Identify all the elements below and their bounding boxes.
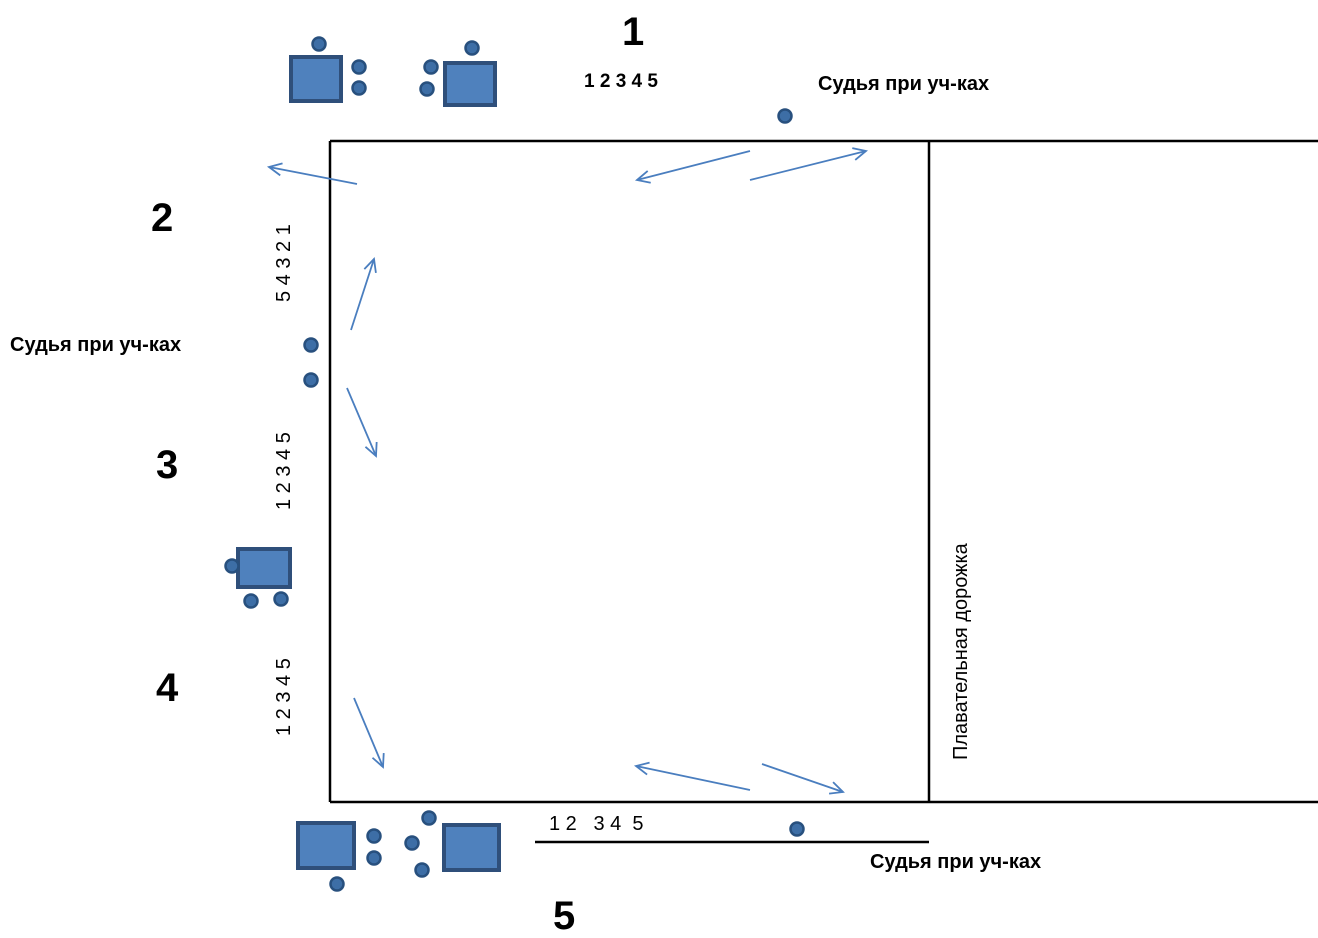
arrow-icon (346, 387, 378, 458)
judge-table-icon (442, 823, 501, 872)
zone-label-2: 2 (151, 196, 174, 240)
person-icon (423, 59, 439, 75)
judge-label-top: Судья при уч-ках (818, 73, 990, 95)
person-icon (303, 372, 319, 388)
arrow-shaft (350, 258, 375, 331)
arrow-head (266, 162, 283, 177)
persons (224, 36, 805, 892)
judge-table-icon (289, 55, 343, 103)
person-icon (414, 862, 430, 878)
lane-numbers-left-lower: 1 2 3 4 5 (273, 658, 295, 736)
person-icon (789, 821, 805, 837)
lane-numbers-left-middle: 1 2 3 4 5 (273, 432, 295, 510)
person-icon (311, 36, 327, 52)
judge-label-left: Судья при уч-ках (10, 334, 182, 356)
arrow-head (634, 170, 651, 184)
person-icon (366, 828, 382, 844)
zone-label-5: 5 (553, 894, 576, 938)
arrow-icon (761, 763, 845, 795)
person-icon (404, 835, 420, 851)
person-icon (273, 591, 289, 607)
arrow-shaft (268, 166, 358, 185)
arrow-head (633, 761, 650, 776)
person-icon (303, 337, 319, 353)
person-icon (243, 593, 259, 609)
person-icon (351, 59, 367, 75)
judge-table-icon (296, 821, 356, 870)
field-outline (328, 139, 1318, 844)
person-icon (329, 876, 345, 892)
arrow-head (371, 752, 385, 769)
movement-arrows (266, 147, 869, 795)
person-icon (419, 81, 435, 97)
judge-label-bottom: Судья при уч-ках (870, 851, 1042, 873)
lane-numbers-left-upper: 5 4 3 2 1 (273, 224, 295, 302)
lane-numbers-top: 1 2 3 4 5 (584, 71, 658, 92)
person-icon (366, 850, 382, 866)
judge-table-icon (236, 547, 292, 589)
judge-tables (236, 55, 501, 872)
lane-numbers-bottom: 1 2 3 4 5 (549, 813, 644, 835)
arrow-head (828, 781, 845, 795)
arrow-icon (266, 162, 358, 185)
arrow-shaft (346, 387, 377, 457)
person-icon (464, 40, 480, 56)
zone-label-3: 3 (156, 443, 179, 487)
arrow-head (852, 147, 869, 161)
arrow-head (364, 441, 378, 458)
arrow-shaft (636, 150, 751, 181)
person-icon (777, 108, 793, 124)
arrow-shaft (635, 765, 751, 791)
judge-table-icon (443, 61, 497, 107)
person-icon (351, 80, 367, 96)
arrow-icon (350, 257, 377, 331)
arrow-shaft (761, 763, 844, 793)
person-icon (224, 558, 240, 574)
arrow-icon (353, 697, 385, 769)
arrow-icon (749, 147, 869, 181)
person-icon (421, 810, 437, 826)
zone-label-4: 4 (156, 666, 179, 710)
arrow-shaft (749, 150, 867, 181)
arrow-icon (634, 150, 751, 184)
arrow-icon (633, 761, 751, 791)
zone-label-1: 1 (622, 10, 645, 54)
arrow-head (363, 257, 377, 273)
swim-lane-label: Плавательная дорожка (950, 543, 972, 760)
arrow-shaft (353, 697, 384, 768)
